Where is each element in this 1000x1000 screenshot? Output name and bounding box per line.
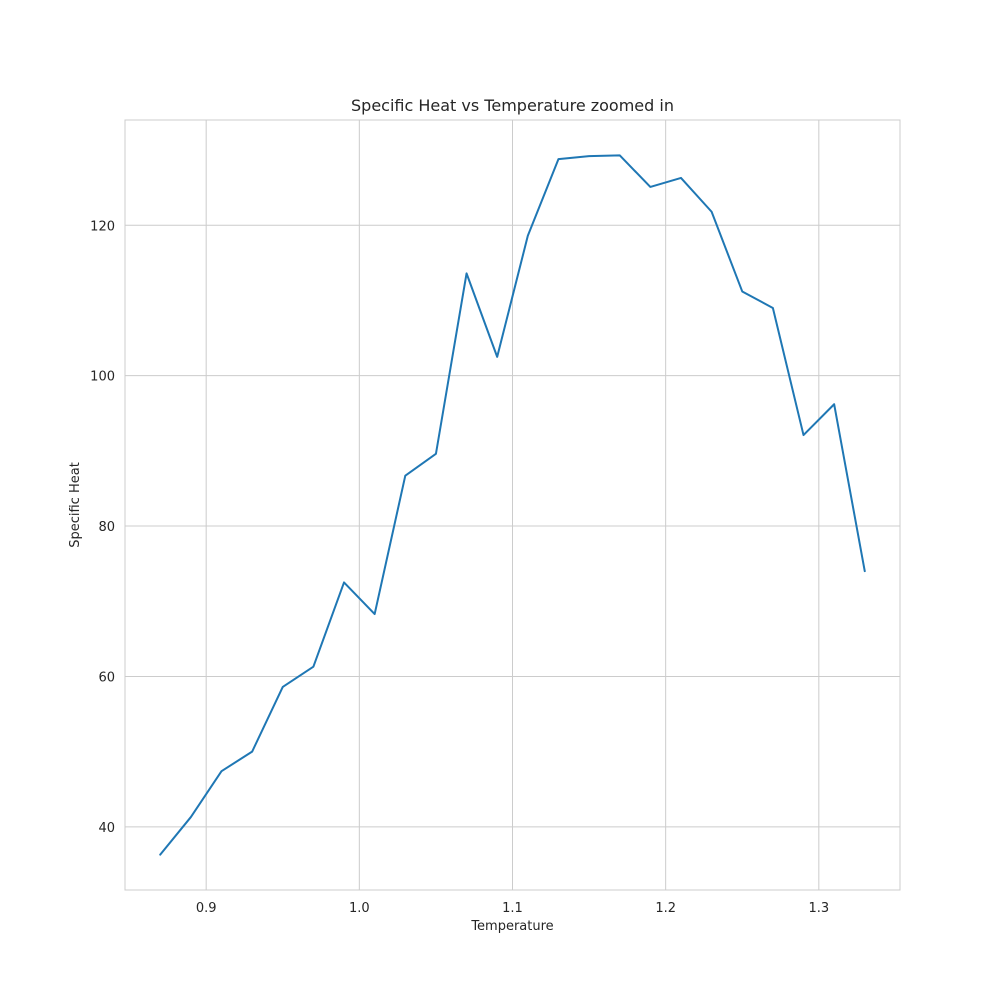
chart-title: Specific Heat vs Temperature zoomed in bbox=[351, 96, 674, 115]
x-axis-label: Temperature bbox=[470, 919, 553, 934]
x-axis-ticks: 0.9 1.0 1.1 1.2 1.3 bbox=[196, 901, 829, 916]
x-tick-label: 1.2 bbox=[655, 901, 676, 916]
series-line bbox=[159, 154, 866, 856]
y-tick-label: 120 bbox=[90, 219, 115, 234]
series-group bbox=[159, 154, 866, 856]
y-tick-label: 100 bbox=[90, 370, 115, 385]
y-axis-ticks: 40 60 80 100 120 bbox=[90, 219, 115, 836]
x-tick-label: 1.1 bbox=[502, 901, 523, 916]
x-tick-label: 1.3 bbox=[808, 901, 829, 916]
grid bbox=[125, 120, 900, 890]
x-tick-label: 0.9 bbox=[196, 901, 217, 916]
x-tick-label: 1.0 bbox=[349, 901, 370, 916]
y-tick-label: 80 bbox=[98, 520, 115, 535]
y-axis-label: Specific Heat bbox=[68, 462, 83, 548]
y-tick-label: 60 bbox=[98, 670, 115, 685]
y-tick-label: 40 bbox=[98, 821, 115, 836]
